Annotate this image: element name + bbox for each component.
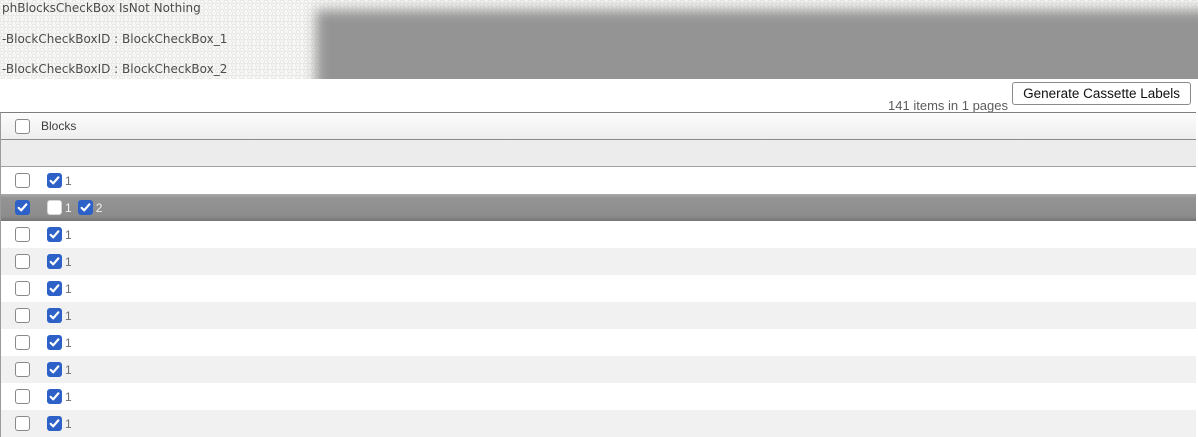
block-label: 1 <box>65 389 72 404</box>
check-icon <box>17 203 28 212</box>
table-row[interactable]: 1 <box>1 329 1196 356</box>
table-row[interactable]: 1 <box>1 248 1196 275</box>
block-checkbox[interactable] <box>47 362 62 377</box>
blocks-cell: 1 <box>41 416 72 431</box>
debug-line: phBlocksCheckBox IsNot Nothing <box>2 1 201 15</box>
table-row[interactable]: 1 <box>1 410 1196 437</box>
block-checkbox[interactable] <box>47 227 62 242</box>
row-select-checkbox[interactable] <box>15 362 30 377</box>
blocks-cell: 1 <box>41 308 72 323</box>
row-select-cell <box>1 200 41 215</box>
table-row[interactable]: 1 <box>1 383 1196 410</box>
block-label: 1 <box>65 200 72 215</box>
table-row[interactable]: 1 <box>1 275 1196 302</box>
debug-line: -BlockCheckBoxID : BlockCheckBox_1 <box>2 32 228 46</box>
row-select-cell <box>1 335 41 350</box>
blocks-cell: 1 <box>41 173 72 188</box>
row-select-cell <box>1 254 41 269</box>
row-select-cell <box>1 281 41 296</box>
check-icon <box>49 284 60 293</box>
select-all-cell <box>1 118 41 134</box>
row-select-checkbox[interactable] <box>15 281 30 296</box>
row-select-checkbox[interactable] <box>15 335 30 350</box>
block-label: 1 <box>65 308 72 323</box>
block-item: 1 <box>47 254 72 269</box>
select-all-checkbox[interactable] <box>15 118 30 134</box>
block-checkbox[interactable] <box>47 389 62 404</box>
block-checkbox[interactable] <box>47 281 62 296</box>
toolbar: 141 items in 1 pages Generate Cassette L… <box>0 79 1198 113</box>
table-row[interactable]: 1 <box>1 302 1196 329</box>
table-row[interactable]: 1 <box>1 167 1196 194</box>
row-select-checkbox[interactable] <box>15 416 30 431</box>
row-select-checkbox[interactable] <box>15 308 30 323</box>
debug-banner: phBlocksCheckBox IsNot Nothing -BlockChe… <box>0 0 1198 79</box>
row-select-cell <box>1 416 41 431</box>
block-item: 2 <box>77 200 103 215</box>
check-icon <box>49 365 60 374</box>
block-checkbox[interactable] <box>47 416 62 431</box>
check-icon <box>49 257 60 266</box>
grid-header-row: Blocks <box>1 113 1196 140</box>
block-label: 2 <box>95 200 103 215</box>
debug-line: -BlockCheckBoxID : BlockCheckBox_2 <box>2 62 228 76</box>
blocks-column-header: Blocks <box>41 119 77 133</box>
block-item: 1 <box>47 416 72 431</box>
block-label: 1 <box>65 173 72 188</box>
grid-filter-row <box>1 140 1196 167</box>
blocks-cell: 1 <box>41 335 72 350</box>
blocks-cell: 1 <box>41 254 72 269</box>
block-label: 1 <box>65 416 72 431</box>
block-item: 1 <box>47 227 72 242</box>
table-row[interactable]: 1 <box>1 356 1196 383</box>
block-label: 1 <box>65 227 72 242</box>
block-checkbox[interactable] <box>77 200 93 215</box>
row-select-cell <box>1 308 41 323</box>
items-summary: 141 items in 1 pages <box>888 98 1008 113</box>
blocks-cell: 1 <box>41 281 72 296</box>
row-select-cell <box>1 227 41 242</box>
gray-overlay-block <box>316 10 1198 79</box>
block-item: 1 <box>47 308 72 323</box>
check-icon <box>49 392 60 401</box>
block-checkbox[interactable] <box>47 200 62 215</box>
check-icon <box>80 203 91 212</box>
check-icon <box>49 230 60 239</box>
generate-cassette-labels-button[interactable]: Generate Cassette Labels <box>1012 82 1191 105</box>
row-select-cell <box>1 173 41 188</box>
row-select-checkbox[interactable] <box>15 227 30 242</box>
block-item: 1 <box>47 200 72 215</box>
block-item: 1 <box>47 173 72 188</box>
block-item: 1 <box>47 389 72 404</box>
block-checkbox[interactable] <box>47 335 62 350</box>
block-label: 1 <box>65 281 72 296</box>
check-icon <box>49 311 60 320</box>
row-select-cell <box>1 389 41 404</box>
block-item: 1 <box>47 335 72 350</box>
blocks-cell: 1 <box>41 389 72 404</box>
row-select-checkbox[interactable] <box>15 200 30 215</box>
blocks-cell: 1 <box>41 227 72 242</box>
block-label: 1 <box>65 362 72 377</box>
block-label: 1 <box>65 254 72 269</box>
block-item: 1 <box>47 362 72 377</box>
block-checkbox[interactable] <box>47 173 62 188</box>
blocks-cell: 1 <box>41 362 72 377</box>
table-row[interactable]: 1 <box>1 221 1196 248</box>
block-item: 1 <box>47 281 72 296</box>
block-checkbox[interactable] <box>47 254 62 269</box>
check-icon <box>49 176 60 185</box>
block-label: 1 <box>65 335 72 350</box>
block-checkbox[interactable] <box>47 308 62 323</box>
check-icon <box>49 419 60 428</box>
row-select-checkbox[interactable] <box>15 389 30 404</box>
check-icon <box>49 338 60 347</box>
row-select-checkbox[interactable] <box>15 254 30 269</box>
row-select-checkbox[interactable] <box>15 173 30 188</box>
row-select-cell <box>1 362 41 377</box>
